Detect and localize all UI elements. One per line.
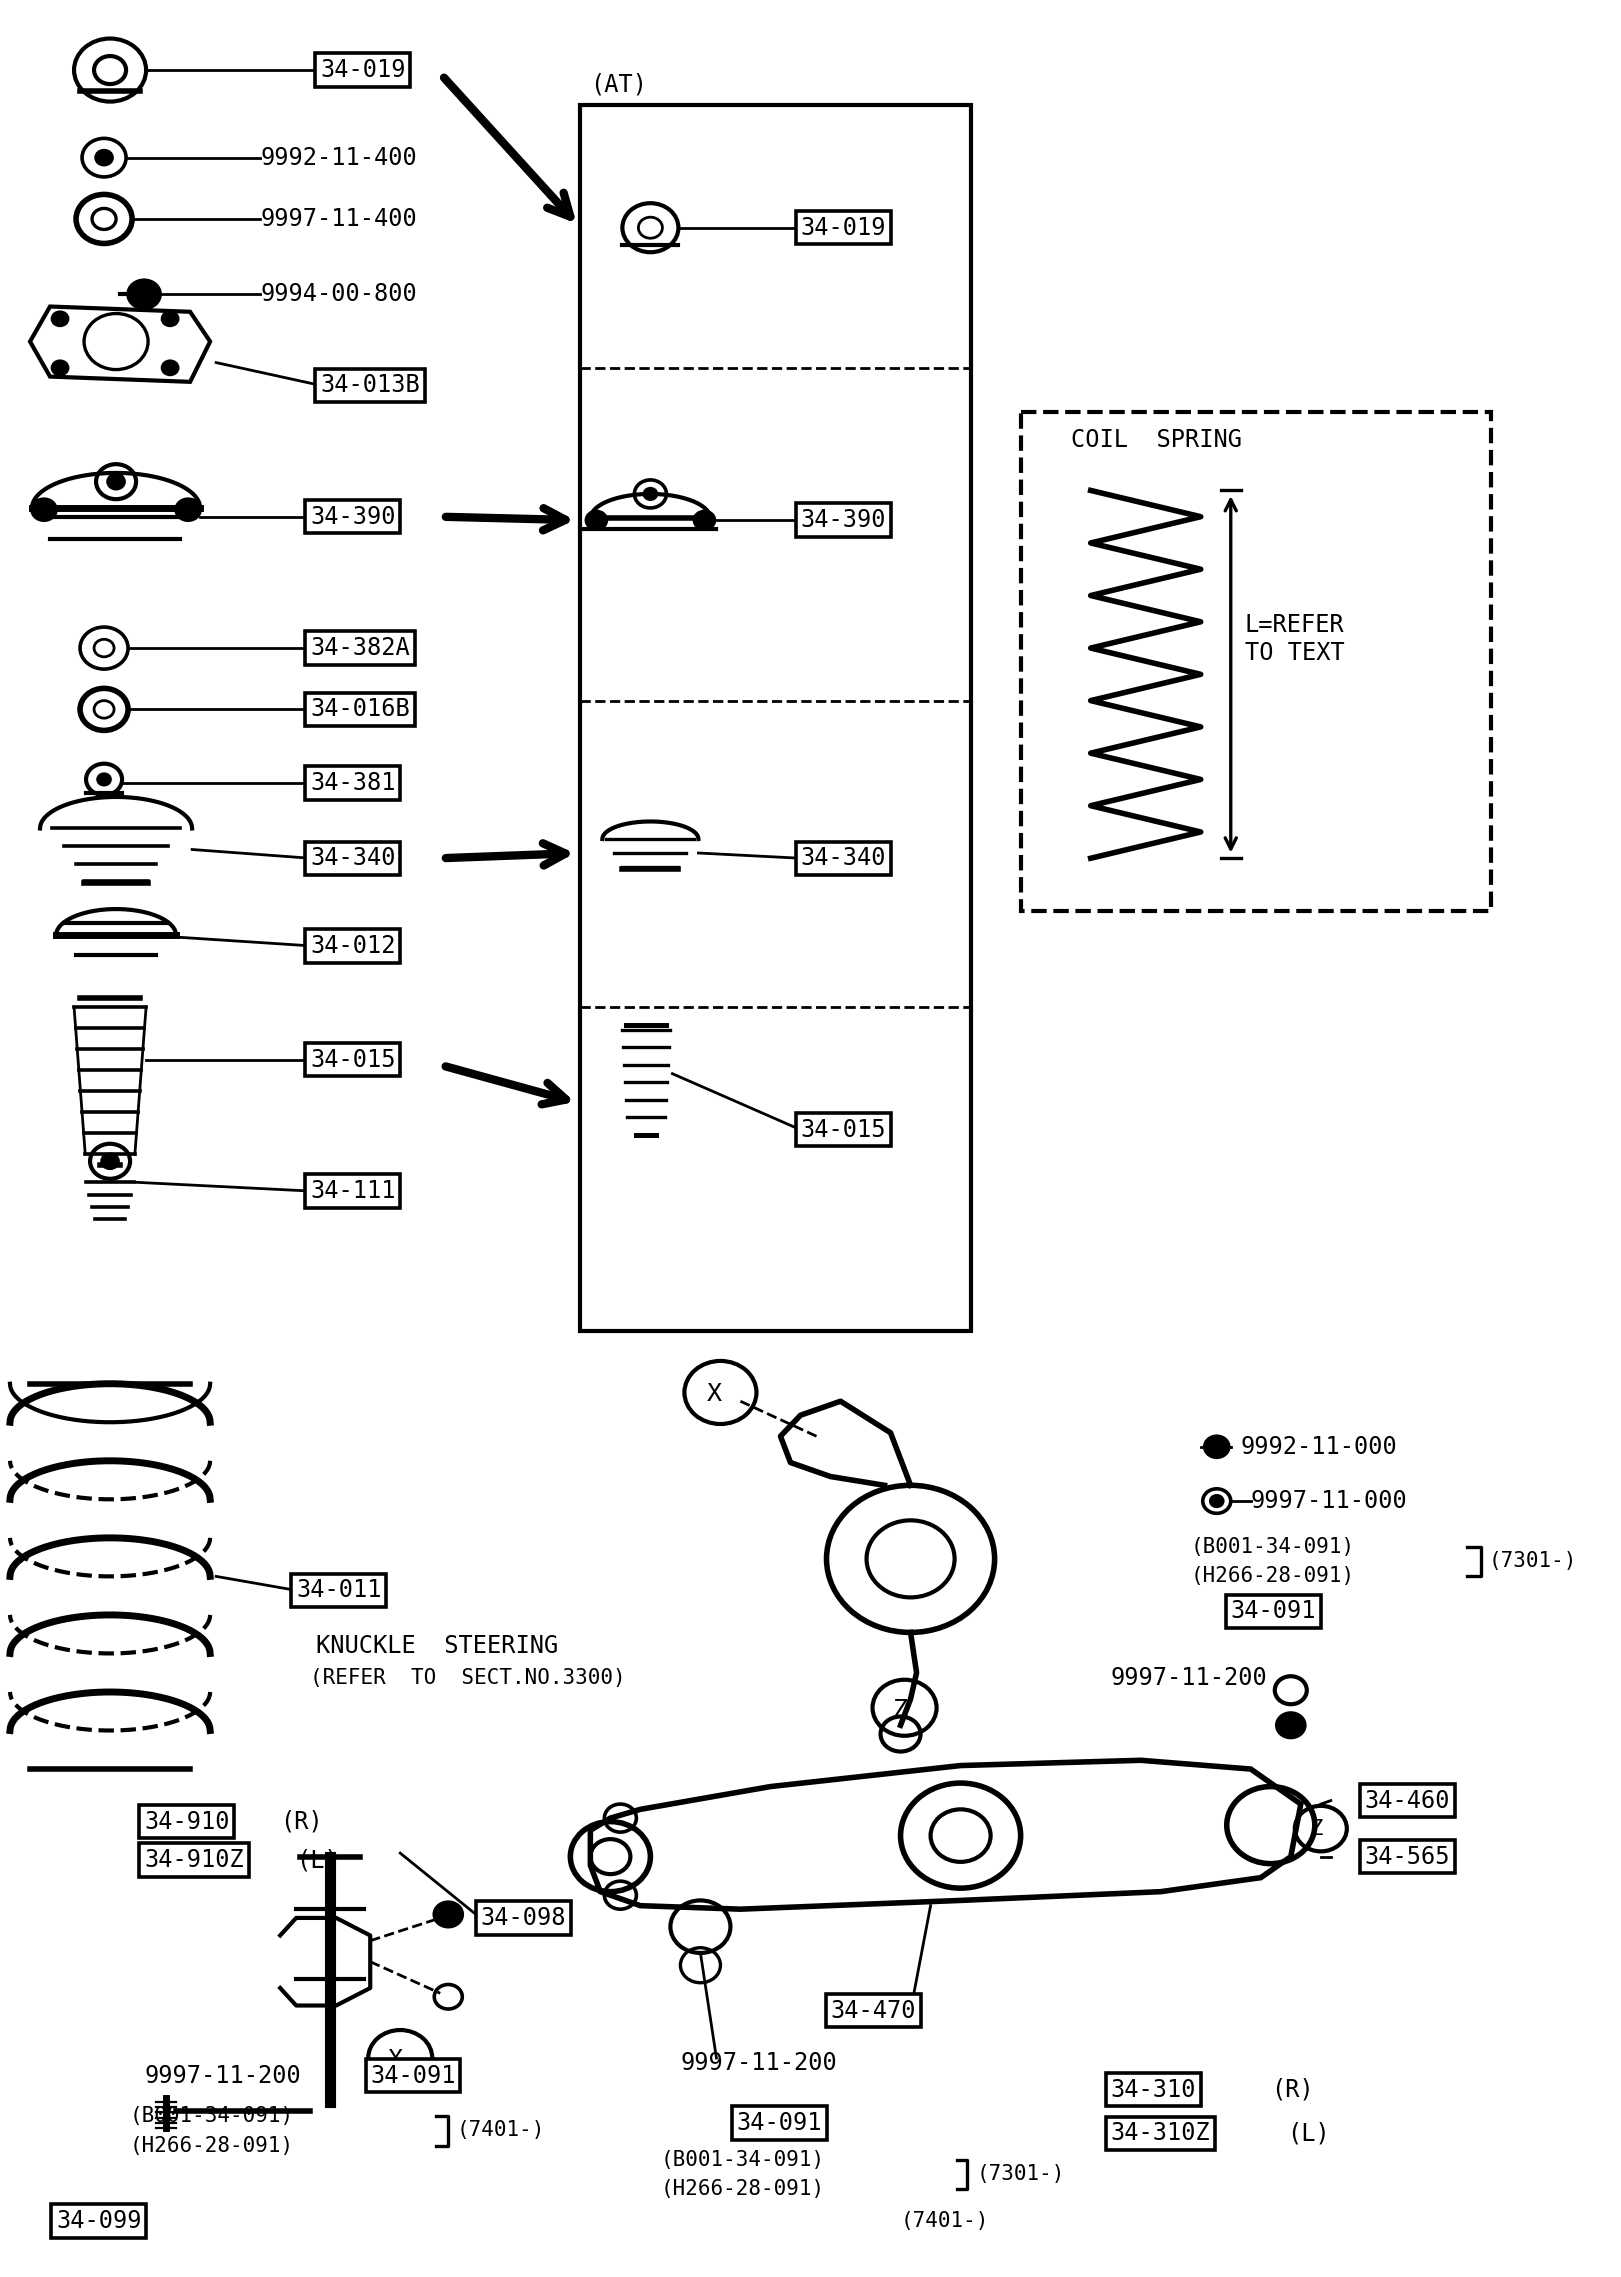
Text: 34-910Z: 34-910Z <box>144 1849 243 1872</box>
Text: (R): (R) <box>1271 2077 1313 2102</box>
Text: 34-310: 34-310 <box>1110 2077 1196 2102</box>
Circle shape <box>694 512 715 528</box>
Text: X: X <box>707 1382 721 1407</box>
Text: Z: Z <box>893 1696 908 1721</box>
Text: 34-011: 34-011 <box>297 1578 381 1603</box>
Text: 34-381: 34-381 <box>310 772 396 795</box>
Circle shape <box>97 774 110 786</box>
Text: 9992-11-400: 9992-11-400 <box>259 146 417 171</box>
Circle shape <box>52 312 68 326</box>
Circle shape <box>587 512 606 528</box>
Circle shape <box>434 1901 462 1926</box>
Text: 34-016B: 34-016B <box>310 697 410 722</box>
Text: 34-015: 34-015 <box>801 1118 887 1141</box>
Text: KNUCKLE  STEERING: KNUCKLE STEERING <box>316 1635 559 1658</box>
Text: (H266-28-091): (H266-28-091) <box>1191 1567 1355 1587</box>
Text: 9992-11-000: 9992-11-000 <box>1240 1435 1397 1460</box>
Text: 9997-11-200: 9997-11-200 <box>681 2052 836 2074</box>
Text: 34-012: 34-012 <box>310 934 396 959</box>
Text: (7301-): (7301-) <box>976 2163 1065 2184</box>
Text: 9997-11-000: 9997-11-000 <box>1251 1489 1407 1514</box>
Text: (7301-): (7301-) <box>1490 1551 1577 1571</box>
Circle shape <box>94 57 126 84</box>
Text: (L): (L) <box>1287 2122 1329 2145</box>
Text: 34-091: 34-091 <box>736 2111 822 2136</box>
Text: 34-340: 34-340 <box>310 847 396 870</box>
Bar <box>1021 412 1491 911</box>
Text: (7401-): (7401-) <box>901 2211 989 2231</box>
Text: 9997-11-200: 9997-11-200 <box>144 2063 302 2088</box>
Circle shape <box>128 280 160 307</box>
Circle shape <box>177 499 199 519</box>
Text: X: X <box>389 2047 404 2072</box>
Circle shape <box>52 360 68 376</box>
Text: 34-015: 34-015 <box>310 1047 396 1072</box>
Text: (B001-34-091): (B001-34-091) <box>130 2106 293 2127</box>
Text: 34-019: 34-019 <box>321 57 405 82</box>
Text: COIL  SPRING: COIL SPRING <box>1070 428 1242 451</box>
Text: 34-470: 34-470 <box>830 1999 916 2022</box>
Text: 9997-11-200: 9997-11-200 <box>1110 1667 1268 1690</box>
Text: 34-013B: 34-013B <box>321 373 420 398</box>
Text: Z: Z <box>1308 1819 1323 1838</box>
Text: 34-565: 34-565 <box>1365 1844 1451 1869</box>
Text: 34-098: 34-098 <box>480 1906 566 1931</box>
Text: (B001-34-091): (B001-34-091) <box>660 2149 825 2170</box>
Text: 34-340: 34-340 <box>801 847 887 870</box>
Text: 34-019: 34-019 <box>801 216 887 239</box>
Circle shape <box>1211 1496 1222 1507</box>
Text: 34-091: 34-091 <box>1230 1598 1316 1624</box>
Text: 34-910: 34-910 <box>144 1810 230 1833</box>
Text: (AT): (AT) <box>590 73 647 96</box>
Text: (B001-34-091): (B001-34-091) <box>1191 1537 1355 1557</box>
Text: (H266-28-091): (H266-28-091) <box>660 2179 825 2200</box>
Text: 9997-11-400: 9997-11-400 <box>259 207 417 230</box>
Circle shape <box>102 1154 118 1168</box>
Polygon shape <box>590 1760 1300 1908</box>
Text: 34-099: 34-099 <box>57 2209 141 2234</box>
Circle shape <box>109 474 125 490</box>
Circle shape <box>1204 1437 1229 1457</box>
Circle shape <box>162 360 178 376</box>
Circle shape <box>32 499 57 519</box>
Circle shape <box>162 312 178 326</box>
Circle shape <box>96 150 112 164</box>
Text: (L): (L) <box>297 1849 339 1872</box>
Text: 34-310Z: 34-310Z <box>1110 2122 1211 2145</box>
Bar <box>580 105 971 1332</box>
Text: 34-382A: 34-382A <box>310 635 410 660</box>
Circle shape <box>1277 1712 1305 1737</box>
Text: 34-091: 34-091 <box>370 2063 456 2088</box>
Text: 34-111: 34-111 <box>310 1179 396 1202</box>
Text: (REFER  TO  SECT.NO.3300): (REFER TO SECT.NO.3300) <box>310 1669 626 1687</box>
Text: 34-390: 34-390 <box>801 508 887 533</box>
Text: (H266-28-091): (H266-28-091) <box>130 2136 293 2156</box>
Circle shape <box>645 490 657 499</box>
Text: 34-390: 34-390 <box>310 505 396 528</box>
Text: (R): (R) <box>280 1810 323 1833</box>
Text: L=REFER
TO TEXT: L=REFER TO TEXT <box>1245 613 1344 665</box>
Text: (7401-): (7401-) <box>456 2120 545 2140</box>
Text: 34-460: 34-460 <box>1365 1787 1451 1812</box>
Text: 9994-00-800: 9994-00-800 <box>259 282 417 307</box>
